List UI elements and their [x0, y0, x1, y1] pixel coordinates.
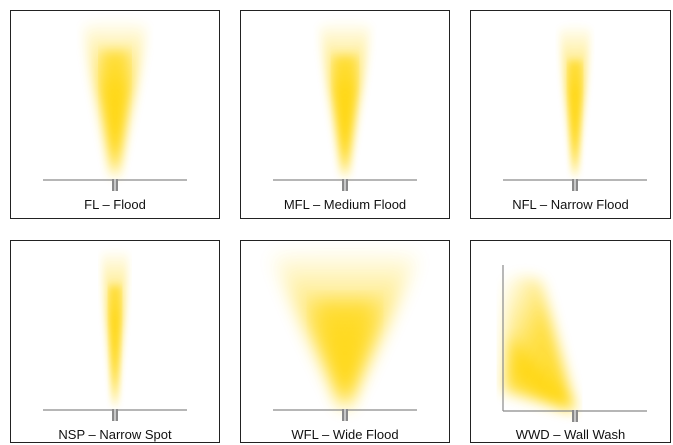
narrow-flood-beam-diagram — [503, 23, 647, 191]
panel-caption: FL – Flood — [84, 197, 146, 212]
panel-wide-flood: WFL – Wide Flood — [240, 240, 450, 443]
light-beam-core — [101, 51, 129, 179]
panel-caption: NSP – Narrow Spot — [58, 427, 172, 442]
wide-flood-beam-diagram — [271, 246, 419, 421]
panel-caption: WFL – Wide Flood — [291, 427, 399, 442]
flood-beam-diagram — [43, 18, 187, 191]
medium-flood-beam-diagram — [273, 19, 417, 191]
light-beam-core — [109, 286, 121, 409]
panel-caption: MFL – Medium Flood — [283, 197, 407, 212]
panel-caption: NFL – Narrow Flood — [512, 197, 629, 212]
panel-narrow-flood: NFL – Narrow Flood — [470, 10, 671, 219]
wall-wash-beam-diagram — [502, 265, 647, 422]
light-beam-core — [333, 56, 357, 179]
light-beam-core — [313, 301, 377, 409]
light-beam-core — [511, 336, 575, 411]
narrow-spot-beam-diagram — [43, 248, 187, 421]
panel-flood: FL – Flood — [10, 10, 220, 219]
panel-wall-wash: WWD – Wall Wash — [470, 240, 671, 443]
light-beam-core — [568, 61, 582, 179]
panel-medium-flood: MFL – Medium Flood — [240, 10, 450, 219]
panel-caption: WWD – Wall Wash — [515, 427, 626, 442]
panel-narrow-spot: NSP – Narrow Spot — [10, 240, 220, 443]
